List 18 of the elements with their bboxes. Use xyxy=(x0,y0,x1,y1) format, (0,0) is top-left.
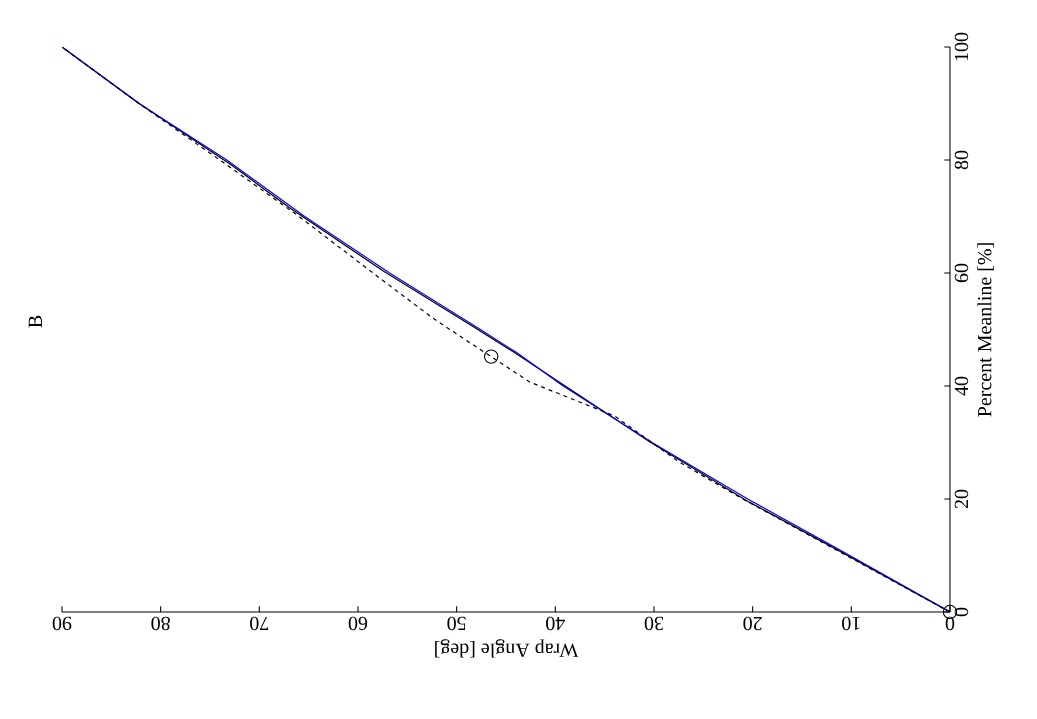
y-tick-label: 80 xyxy=(954,150,969,170)
y-tick-label: 0 xyxy=(954,607,969,617)
x-axis-title: Wrap Angle [deg] xyxy=(435,639,579,658)
x-tick-label: 10 xyxy=(842,616,860,631)
y-tick-label: 20 xyxy=(954,489,969,509)
x-tick-label: 50 xyxy=(447,616,466,631)
y-tick-label: 40 xyxy=(954,376,969,396)
x-tick-label: 40 xyxy=(546,616,565,631)
text: B xyxy=(28,315,42,328)
y-tick-label: 100 xyxy=(954,32,969,61)
x-tick-label: 60 xyxy=(348,616,368,631)
y-axis-title: Percent Meanline [%] xyxy=(977,243,994,417)
y-tick-label: 60 xyxy=(954,263,969,283)
x-tick-label: 20 xyxy=(743,616,762,631)
x-tick-label: 70 xyxy=(250,616,269,631)
x-tick-label: 80 xyxy=(151,616,170,631)
x-tick-label: 30 xyxy=(644,616,664,631)
x-tick-label: 90 xyxy=(52,616,72,631)
